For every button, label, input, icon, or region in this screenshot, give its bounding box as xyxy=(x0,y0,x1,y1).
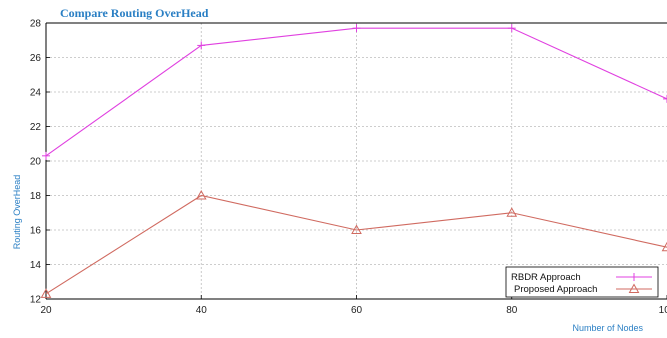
legend-label: RBDR Approach xyxy=(511,272,581,283)
y-tick-label: 16 xyxy=(30,226,42,237)
x-tick-label: 80 xyxy=(506,305,518,316)
y-tick-label: 18 xyxy=(30,191,42,202)
data-point xyxy=(506,207,518,217)
x-tick-label: 60 xyxy=(351,305,363,316)
grid-lines xyxy=(46,23,667,299)
data-point xyxy=(661,241,667,252)
y-tick-label: 26 xyxy=(30,53,42,64)
y-axis-ticks: 12 14 16 18 20 22 24 26 28 xyxy=(30,19,50,306)
data-series xyxy=(40,24,667,298)
data-point xyxy=(195,189,207,200)
series-proposed-approach xyxy=(40,189,667,298)
series-rbdr-approach xyxy=(42,24,667,160)
x-tick-label: 20 xyxy=(40,305,52,316)
y-tick-label: 12 xyxy=(30,295,42,306)
data-point xyxy=(352,24,361,33)
y-axis-label: Routing OverHead xyxy=(12,175,22,250)
legend-label: Proposed Approach xyxy=(514,284,597,295)
y-tick-label: 22 xyxy=(30,122,42,133)
data-point xyxy=(40,288,52,298)
data-point xyxy=(351,224,362,234)
data-point xyxy=(197,41,206,50)
x-axis-ticks: 20 40 60 80 100 xyxy=(40,295,667,316)
data-point xyxy=(663,94,667,103)
data-point xyxy=(507,24,516,33)
y-tick-label: 24 xyxy=(30,88,42,99)
x-tick-label: 100 xyxy=(659,305,667,316)
x-axis-label: Number of Nodes xyxy=(572,323,643,333)
y-tick-label: 20 xyxy=(30,157,42,168)
legend-marker xyxy=(630,273,638,281)
data-point xyxy=(42,151,50,160)
x-tick-label: 40 xyxy=(196,305,208,316)
y-tick-label: 14 xyxy=(30,260,42,271)
legend-marker xyxy=(628,283,640,293)
series-line xyxy=(45,194,667,295)
y-tick-label: 28 xyxy=(30,19,42,30)
chart-title: Compare Routing OverHead xyxy=(60,6,209,20)
